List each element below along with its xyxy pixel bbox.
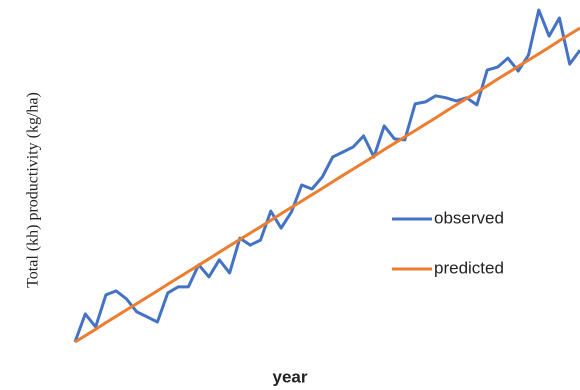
y-axis-label: Total (kh) productivity (kg/ha)	[25, 92, 42, 288]
series-line	[74, 26, 580, 344]
series-line	[73, 8, 580, 343]
legend-label: observed	[434, 208, 504, 227]
x-axis-label: year	[273, 367, 308, 386]
legend-label: predicted	[434, 258, 504, 277]
